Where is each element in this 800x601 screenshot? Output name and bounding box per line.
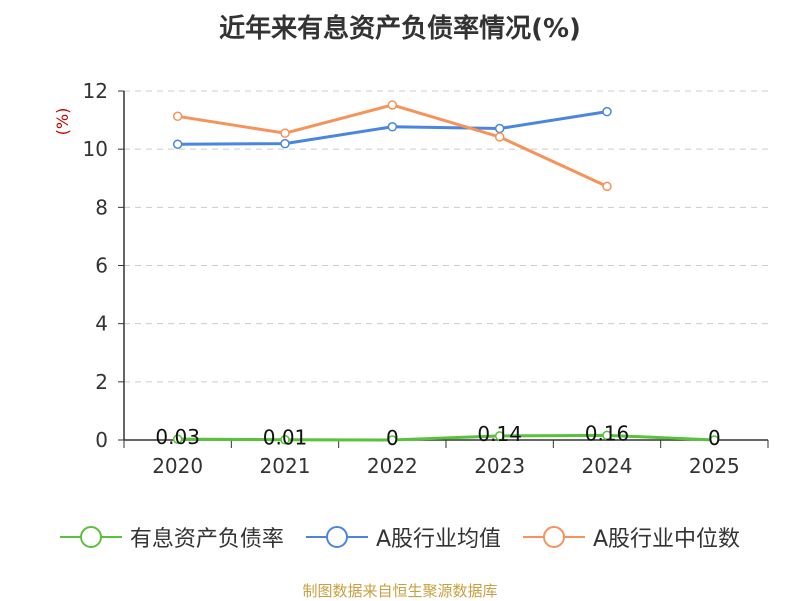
data-point [387, 435, 398, 445]
legend-item-industry-mean[interactable]: A股行业均值 [305, 521, 501, 553]
data-label: 0 [708, 426, 721, 450]
legend-item-industry-median[interactable]: A股行业中位数 [523, 521, 740, 553]
y-tick-label: 12 [83, 79, 108, 103]
data-point [280, 128, 290, 138]
data-point [387, 100, 398, 110]
data-point [494, 431, 505, 441]
y-tick-label: 10 [83, 137, 108, 161]
x-tick-label: 2020 [152, 454, 203, 478]
data-label: 0.01 [263, 426, 308, 450]
x-tick-label: 2022 [367, 454, 418, 478]
legend-label: 有息资产负债率 [129, 527, 284, 552]
y-tick-label: 2 [95, 370, 108, 394]
data-point [602, 430, 612, 441]
data-point [280, 434, 290, 445]
data-point [602, 181, 612, 192]
y-tick-label: 4 [95, 312, 108, 336]
data-label: 0.16 [585, 421, 630, 445]
data-point [172, 111, 183, 122]
legend-item-interest-debt-ratio[interactable]: 有息资产负债率 [59, 521, 284, 553]
data-label: 0.14 [477, 422, 522, 446]
legend-label: A股行业中位数 [593, 527, 741, 552]
legend-swatch-blue-icon [305, 526, 368, 548]
data-point [494, 123, 505, 134]
data-label: 0.03 [155, 425, 200, 449]
x-tick-label: 2023 [474, 454, 525, 478]
data-point [709, 435, 720, 445]
series-line-0 [177, 433, 715, 442]
legend-swatch-green-icon [59, 526, 122, 548]
data-point [387, 122, 398, 132]
data-point [602, 106, 612, 117]
y-tick-label: 6 [95, 254, 108, 278]
data-label: 0 [386, 426, 399, 450]
legend-swatch-orange-icon [523, 526, 585, 548]
y-tick-label: 0 [95, 428, 108, 452]
chart-title: 近年来有息资产负债率情况(%) [219, 14, 581, 44]
x-tick-label: 2021 [260, 454, 311, 478]
data-point [172, 434, 183, 444]
series-line-2 [177, 103, 608, 188]
y-axis-label: (%) [53, 108, 72, 136]
chart-legend: 有息资产负债率 A股行业均值 A股行业中位数 [0, 520, 800, 554]
data-point [494, 132, 505, 142]
y-tick-label: 8 [95, 195, 108, 219]
legend-label: A股行业均值 [375, 527, 501, 552]
data-point [280, 138, 290, 149]
x-tick-label: 2024 [582, 454, 633, 478]
data-point [172, 139, 183, 149]
source-note: 制图数据来自恒生聚源数据库 [302, 582, 498, 600]
x-tick-label: 2025 [689, 454, 740, 478]
